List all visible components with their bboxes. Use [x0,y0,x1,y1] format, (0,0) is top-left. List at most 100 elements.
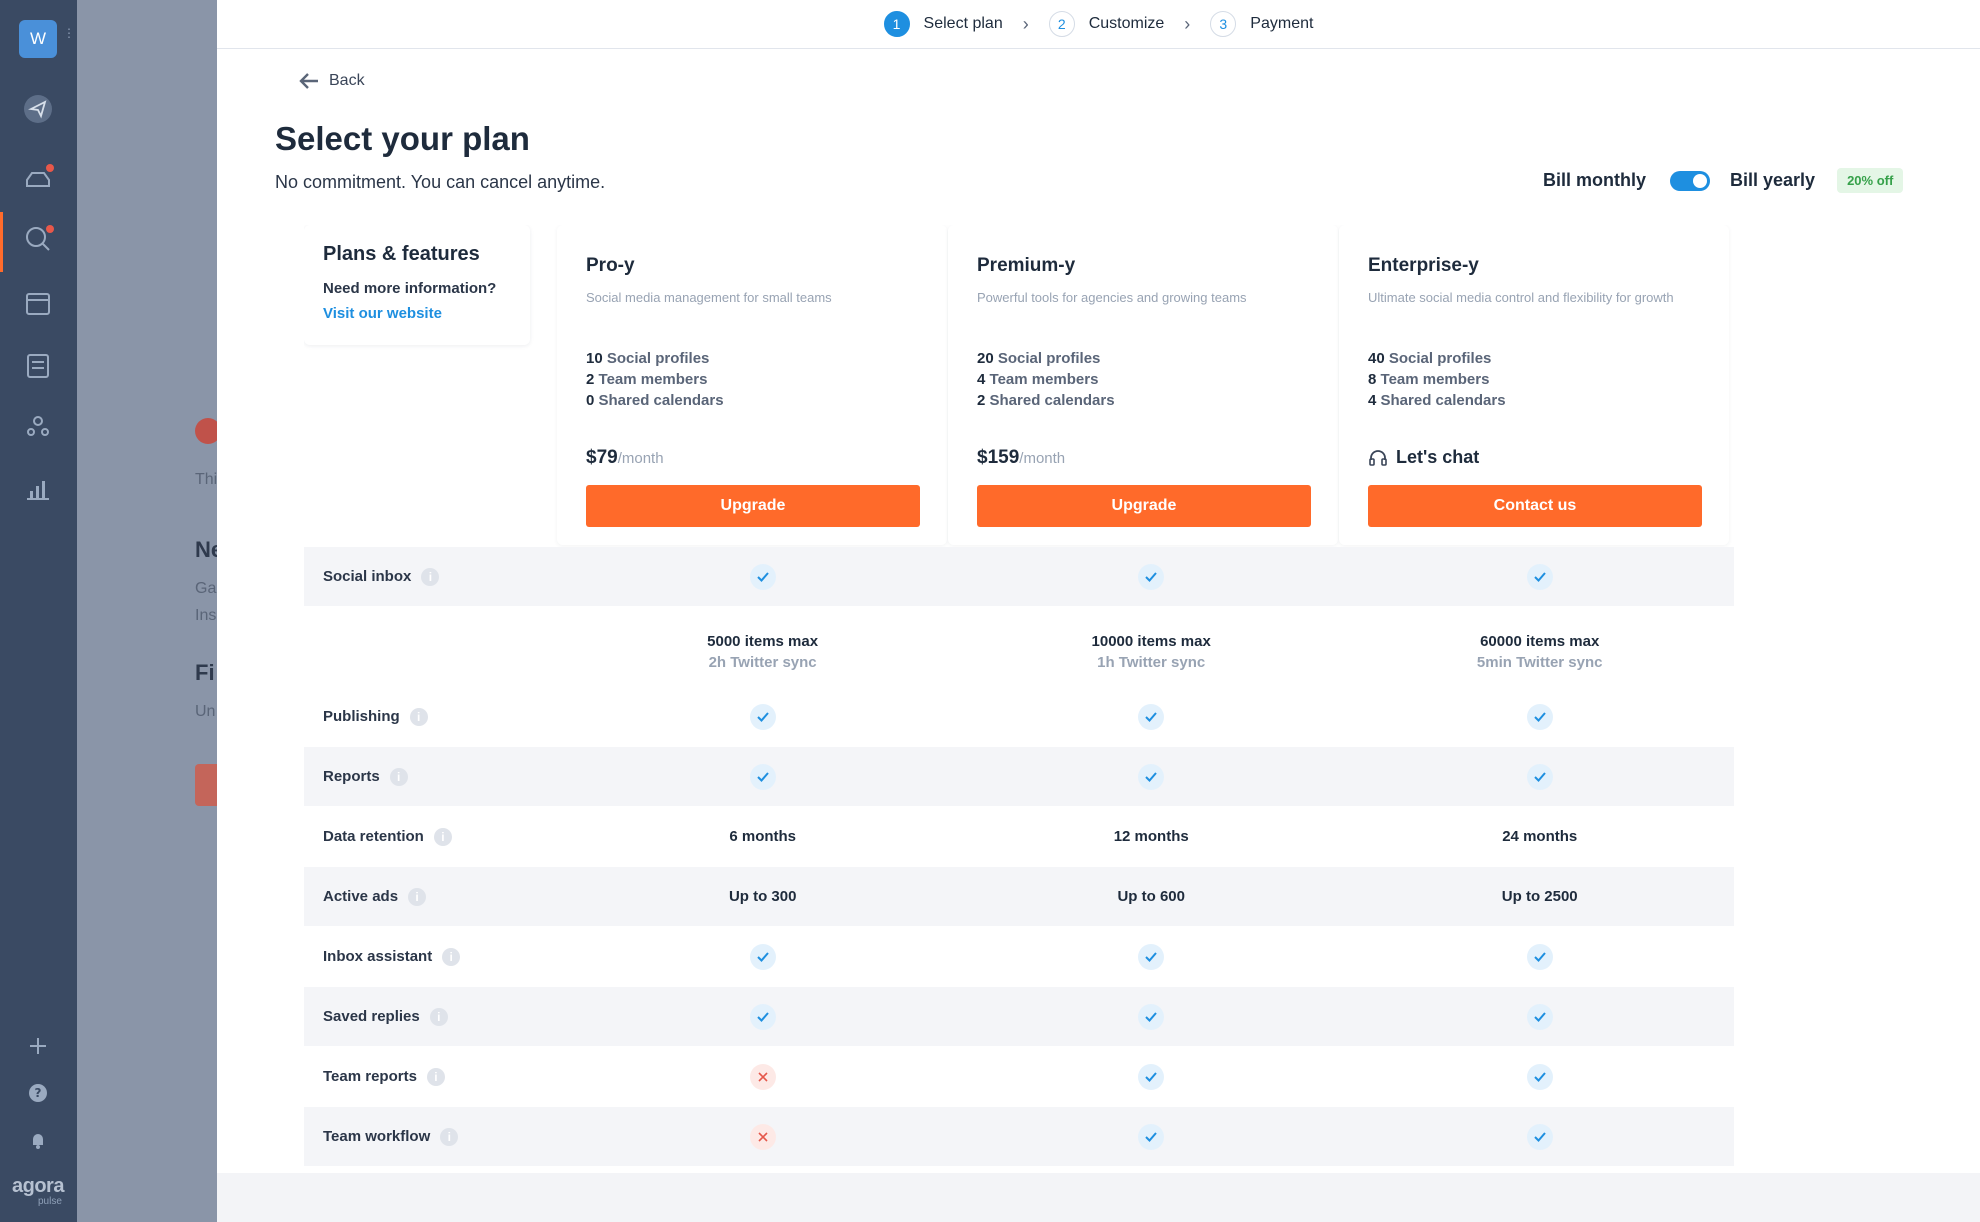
price-period: /month [1019,450,1066,467]
step-label: Customize [1088,15,1165,32]
check-icon [1138,943,1165,970]
add-icon[interactable] [18,1026,58,1066]
feature-row: Saved replies i [304,987,1734,1046]
plan-name: Premium-y [977,255,1076,276]
feature-name: Reports [323,768,380,785]
active-indicator [0,212,3,272]
brand-logo: agora [12,1175,64,1197]
feature-row: Social inbox i [304,547,1734,606]
cross-icon [749,1063,776,1090]
publish-icon[interactable] [18,89,58,129]
billing-toggle-group: Bill monthly Bill yearly 20% off [1543,168,1904,193]
feature-label: Reports i [304,767,568,786]
price-amount: $79 [586,447,618,468]
feature-label: Saved replies i [304,1007,568,1026]
plan-name: Enterprise-y [1368,255,1479,276]
feature-label: Team reports i [304,1067,568,1086]
more-info-question: Need more information? [323,280,497,297]
feature-row: Team workflow i [304,1107,1734,1166]
feature-cell [568,1123,957,1150]
info-icon[interactable]: i [409,707,428,726]
check-icon [1526,1063,1553,1090]
feature-value: Up to 300 [728,888,797,905]
help-icon[interactable]: ? [18,1073,58,1113]
quota-value: 4 [1368,392,1377,409]
inbox-detail-premium: 10000 items max 1h Twitter sync [957,607,1346,687]
contact-us-button[interactable]: Contact us [1368,485,1702,527]
feature-value: Up to 600 [1117,888,1185,905]
info-icon[interactable]: i [433,827,452,846]
check-icon [1138,1063,1165,1090]
feature-name: Data retention [323,828,424,845]
quota-label: Social profiles [606,350,710,367]
feature-label: Team workflow i [304,1127,568,1146]
panel-footer [217,1173,1980,1222]
info-icon[interactable]: i [429,1007,448,1026]
feature-cell [957,703,1346,730]
background-heading: Fi [195,660,215,685]
check-icon [1138,763,1165,790]
quota-label: Shared calendars [989,392,1115,409]
plan-description: Ultimate social media control and flexib… [1368,290,1674,305]
step-select-plan[interactable]: 1 Select plan [883,11,1003,37]
info-icon[interactable]: i [426,1067,445,1086]
discount-badge: 20% off [1837,168,1904,193]
step-payment[interactable]: 3 Payment [1210,11,1313,37]
check-icon [749,703,776,730]
upgrade-button[interactable]: Upgrade [977,485,1311,527]
feature-value: 6 months [729,828,797,845]
background-text: Ga [195,580,217,597]
check-icon [1138,1123,1165,1150]
feature-cell [957,943,1346,970]
quota-label: Team members [989,371,1099,388]
quota-value: 2 [586,371,595,388]
plan-quotas: 20 Social profiles 4 Team members 2 Shar… [977,348,1309,411]
info-icon[interactable]: i [442,947,461,966]
bill-yearly-label[interactable]: Bill yearly [1730,170,1816,190]
feature-cell [1345,763,1734,790]
background-text: Thi [195,471,218,488]
feature-value: Up to 2500 [1501,888,1578,905]
features-heading: Plans & features [323,243,480,265]
feature-name: Team reports [323,1068,417,1085]
info-icon[interactable]: i [440,1127,459,1146]
billing-toggle[interactable] [1670,170,1710,191]
workspace-avatar[interactable]: W [19,20,57,58]
inbox-detail-pro: 5000 items max 2h Twitter sync [568,607,957,687]
feature-name: Active ads [323,888,399,905]
info-icon[interactable]: i [408,887,427,906]
inbox-icon[interactable] [18,157,58,197]
feature-cell [957,763,1346,790]
more-icon[interactable]: ⋮ [63,26,75,40]
feature-row: Active ads i Up to 300 Up to 600 Up to 2500 [304,867,1734,926]
calendar-icon[interactable] [18,283,58,323]
info-icon[interactable]: i [389,767,408,786]
background-text: Ins [195,607,217,624]
feature-cell [568,943,957,970]
back-link[interactable]: Back [299,72,365,90]
bill-monthly-label[interactable]: Bill monthly [1543,170,1646,190]
check-icon [1138,1003,1165,1030]
feature-label: Data retention i [304,827,568,846]
listening-icon[interactable] [18,218,58,258]
feature-cell [1345,1063,1734,1090]
check-icon [1526,763,1553,790]
background-text: Un [195,703,216,720]
report-list-icon[interactable] [18,345,58,385]
info-icon[interactable]: i [421,567,440,586]
plan-name: Pro-y [586,255,635,276]
feature-cell [1345,1123,1734,1150]
team-icon[interactable] [18,407,58,447]
check-icon [749,563,776,590]
quota-label: Shared calendars [1380,392,1506,409]
bell-icon[interactable] [18,1120,58,1160]
upgrade-button[interactable]: Upgrade [586,485,920,527]
check-icon [749,943,776,970]
check-icon [1526,703,1553,730]
quota-value: 8 [1368,371,1377,388]
analytics-icon[interactable] [18,468,58,508]
inbox-details-row: 5000 items max 2h Twitter sync 10000 ite… [304,607,1734,687]
step-customize[interactable]: 2 Customize [1048,11,1165,37]
visit-website-link[interactable]: Visit our website [323,305,442,322]
feature-name: Team workflow [323,1128,431,1145]
